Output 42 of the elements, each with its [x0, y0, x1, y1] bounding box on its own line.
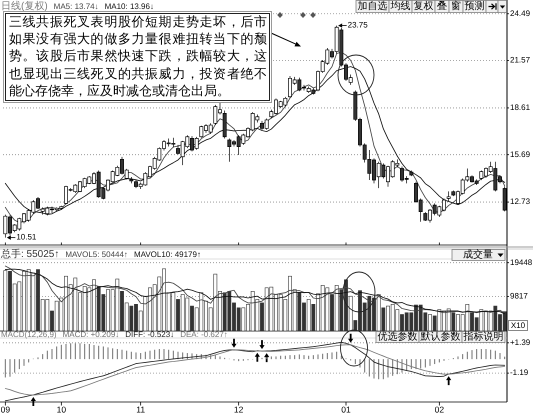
y-tick-label: 21.57	[510, 56, 531, 65]
annotation: 叠	[437, 1, 447, 12]
candlestick	[446, 191, 451, 202]
button: 指标说明	[462, 331, 506, 343]
candlestick	[409, 170, 414, 176]
y-tick-label: 15.69	[510, 150, 531, 159]
y-tick-label: 12.73	[510, 197, 531, 206]
candlestick	[222, 110, 227, 139]
y-tick-label: +1.39	[510, 338, 531, 347]
annotation: 窗	[451, 0, 461, 12]
annotation: 三线共振死叉表明股价短期走势走坏，后市如果没有强大的做多力量很难扭转当下的颓势。该股后市果然快速下跌，跌幅较大，这也显现出三线死叉的共振威力，投资者绝不能心存侥幸，应及时减仓或清仓出局。	[5, 13, 270, 102]
chart-title: MACD(12,26,9)	[1, 330, 57, 339]
y-tick-label: -1.19	[510, 368, 529, 378]
button: 加自选	[356, 0, 390, 13]
x-tick-label: 01	[341, 404, 351, 414]
y-tick-label: 24.49	[510, 8, 531, 18]
legend: MACD: +0.209↓ DIFF: -0.523↓ DEA: -0.627↑	[62, 330, 228, 339]
x-tick-label: 11	[136, 404, 146, 414]
annotation: 成交量	[463, 248, 493, 260]
x-tick-label: 09	[0, 404, 10, 414]
button: 预测	[462, 0, 486, 13]
annotation: 23.75	[348, 20, 368, 30]
legend: 总手: 55025↑ MAVOL5: 50444↑ MAVOL10: 49179↑	[1, 249, 201, 260]
x-tick-label: 10	[56, 404, 66, 414]
button: 优选参数	[376, 331, 420, 343]
chart-title: 日线(复权)	[1, 0, 48, 12]
x-tick-label: 02	[434, 404, 444, 414]
line-series	[4, 344, 506, 396]
button: 窗	[448, 0, 464, 13]
button: 复权	[412, 0, 436, 13]
button: 叠	[434, 0, 450, 13]
unit: X10	[508, 320, 528, 331]
legend: MA5: 13.74↓ MA10: 13.96↓	[54, 2, 154, 11]
annotation: 10.51	[16, 232, 37, 242]
candlestick	[129, 176, 134, 184]
y-tick-label: 19448	[510, 258, 533, 267]
y-tick-label: 18.61	[510, 103, 531, 112]
button: 均线	[388, 0, 412, 13]
button: 默认参数	[418, 331, 462, 343]
x-tick-label: 12	[234, 404, 244, 414]
button: 成交量	[452, 249, 506, 261]
y-tick-label: 9817	[510, 292, 528, 301]
